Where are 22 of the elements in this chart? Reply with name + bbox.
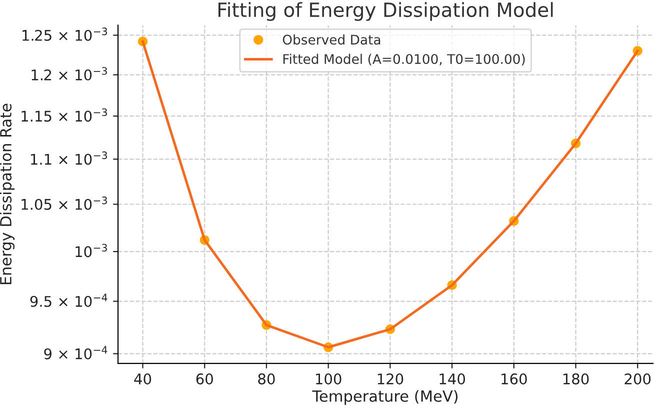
chart-title: Fitting of Energy Dissipation Model <box>218 2 553 21</box>
x-tick-label: 140 <box>440 373 465 384</box>
x-tick-label: 80 <box>258 373 275 384</box>
y-tick-label: 1.15 × 10$^{−3}$ <box>22 108 107 122</box>
legend-label: Fitted Model (A=0.0100, T0=100.00) <box>283 54 525 66</box>
x-tick-label: 100 <box>316 373 342 384</box>
x-axis-title: Temperature (MeV) <box>312 390 458 405</box>
x-tick-label: 160 <box>502 373 527 384</box>
y-axis-title: Energy Dissipation Rate <box>0 104 15 284</box>
x-tick-label: 60 <box>196 373 213 384</box>
x-tick-label: 180 <box>563 373 589 384</box>
y-tick-label: 9 × 10$^{−4}$ <box>44 346 108 360</box>
y-tick-label: 9.5 × 10$^{−4}$ <box>30 294 108 307</box>
y-tick-label: 1.1 × 10$^{−3}$ <box>31 151 108 165</box>
y-tick-label: 10$^{−3}$ <box>76 244 107 258</box>
y-tick-label: 1.05 × 10$^{−3}$ <box>22 196 107 210</box>
x-tick-label: 120 <box>378 373 404 384</box>
x-tick-label: 40 <box>134 373 152 384</box>
y-tick-label: 1.25 × 10$^{−3}$ <box>22 27 108 41</box>
y-tick-label: 1.2 × 10$^{−3}$ <box>32 67 107 80</box>
legend-label: Observed Data <box>282 34 380 45</box>
x-tick-label: 200 <box>624 373 651 384</box>
